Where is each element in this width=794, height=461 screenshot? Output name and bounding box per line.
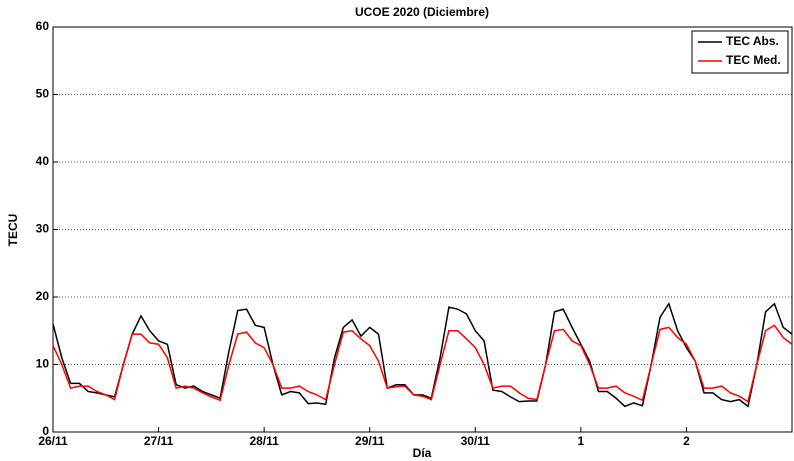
y-tick-label: 0 [42, 424, 49, 438]
legend-label: TEC Abs. [726, 34, 779, 48]
y-tick-label: 50 [36, 87, 50, 101]
y-tick-label: 20 [36, 289, 50, 303]
y-tick-label: 10 [36, 357, 50, 371]
x-tick-label: 28/11 [249, 434, 279, 448]
legend-box [691, 30, 789, 74]
x-tick-label: 27/11 [144, 434, 174, 448]
y-tick-label: 60 [36, 19, 50, 33]
x-tick-label: 2 [683, 434, 690, 448]
legend-label: TEC Med. [726, 53, 781, 67]
plot-frame [52, 26, 793, 433]
x-tick-label: 26/11 [38, 434, 68, 448]
x-axis-label: Día [413, 446, 432, 460]
data-line [52, 324, 793, 403]
x-tick-label: 29/11 [355, 434, 385, 448]
x-tick-label: 30/11 [461, 434, 491, 448]
y-tick-label: 40 [36, 154, 50, 168]
y-axis-label: TECU [6, 214, 20, 247]
data-line [52, 302, 793, 408]
x-tick-label: 1 [578, 434, 585, 448]
chart-title: UCOE 2020 (Diciembre) [355, 5, 489, 19]
y-tick-label: 30 [36, 222, 50, 236]
